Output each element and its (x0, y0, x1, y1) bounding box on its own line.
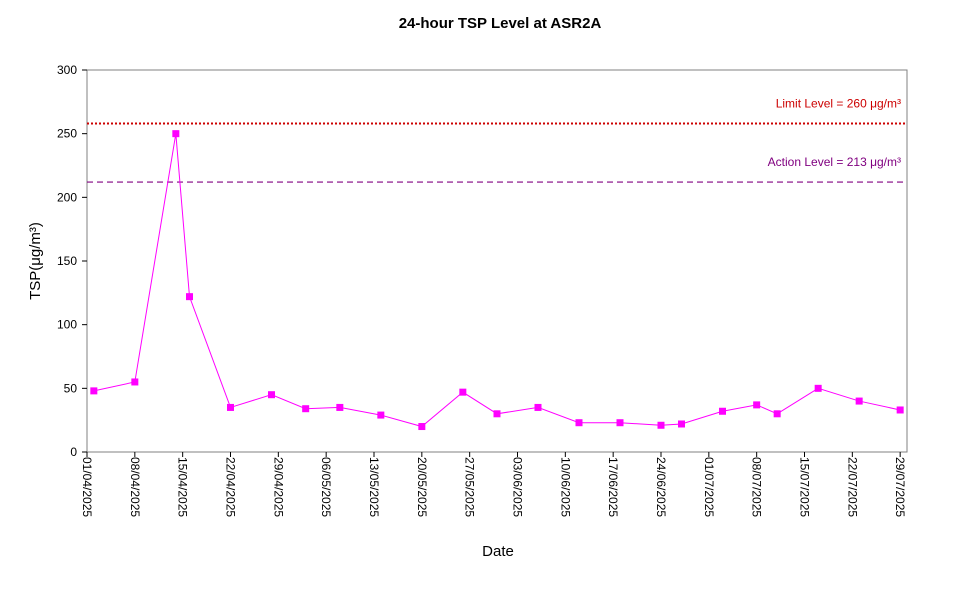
data-point (227, 403, 234, 411)
x-tick-label: 01/04/2025 (80, 457, 94, 517)
data-point (418, 423, 426, 431)
data-point (90, 387, 98, 395)
data-point (575, 419, 583, 427)
x-tick-label: 10/06/2025 (558, 457, 572, 517)
x-tick-label: 15/07/2025 (798, 457, 812, 517)
x-tick-label: 08/04/2025 (128, 457, 142, 517)
data-point (719, 407, 726, 415)
y-tick-label: 0 (70, 445, 77, 459)
y-tick-label: 250 (57, 127, 77, 141)
x-tick-label: 20/05/2025 (415, 457, 429, 517)
y-tick-label: 100 (57, 318, 77, 332)
chart-title: 24-hour TSP Level at ASR2A (399, 15, 602, 32)
limit-level-label: Limit Level = 260 μg/m³ (776, 96, 901, 110)
x-axis-title: Date (482, 543, 514, 560)
data-point (172, 130, 180, 138)
data-point (131, 378, 139, 386)
data-point (896, 406, 904, 414)
data-point (855, 397, 863, 405)
data-point (678, 420, 685, 428)
data-point (268, 391, 275, 399)
data-point (534, 403, 542, 411)
y-tick-label: 50 (64, 381, 78, 395)
data-point (616, 419, 624, 427)
x-tick-label: 22/07/2025 (845, 457, 859, 517)
series-line (93, 133, 901, 428)
series-group (90, 130, 904, 431)
y-tick-label: 300 (57, 63, 77, 77)
y-tick-label: 150 (57, 254, 77, 268)
x-tick-label: 29/07/2025 (893, 457, 907, 517)
data-point (336, 403, 344, 411)
plot-area-frame (86, 69, 908, 453)
y-tick-label: 200 (57, 190, 77, 204)
x-tick-label: 17/06/2025 (606, 457, 620, 517)
data-point (186, 293, 193, 301)
data-point (377, 411, 385, 419)
data-point (773, 410, 781, 418)
action-level-label: Action Level = 213 μg/m³ (768, 155, 901, 169)
data-point (493, 410, 501, 418)
y-axis: 0 50 100 150 200 250 300 (57, 63, 87, 459)
x-tick-label: 15/04/2025 (176, 457, 190, 517)
x-tick-label: 08/07/2025 (750, 457, 764, 517)
y-axis-title: TSP(μg/m³) (27, 222, 44, 300)
x-tick-label: 06/05/2025 (319, 457, 333, 517)
x-tick-label: 24/06/2025 (654, 457, 668, 517)
data-point (753, 401, 761, 409)
x-tick-label: 13/05/2025 (367, 457, 381, 517)
x-tick-label: 03/06/2025 (511, 457, 525, 517)
x-tick-label: 01/07/2025 (702, 457, 716, 517)
reference-lines: Limit Level = 260 μg/m³ Action Level = 21… (87, 96, 907, 183)
x-tick-label: 22/04/2025 (224, 457, 238, 517)
x-tick-label: 29/04/2025 (271, 457, 285, 517)
data-point (459, 388, 467, 396)
data-point (814, 384, 822, 392)
x-axis: 01/04/2025 08/04/2025 15/04/2025 22/04/2025… (80, 452, 907, 517)
data-point (302, 405, 310, 413)
x-tick-label: 27/05/2025 (463, 457, 477, 517)
data-point (657, 421, 665, 429)
